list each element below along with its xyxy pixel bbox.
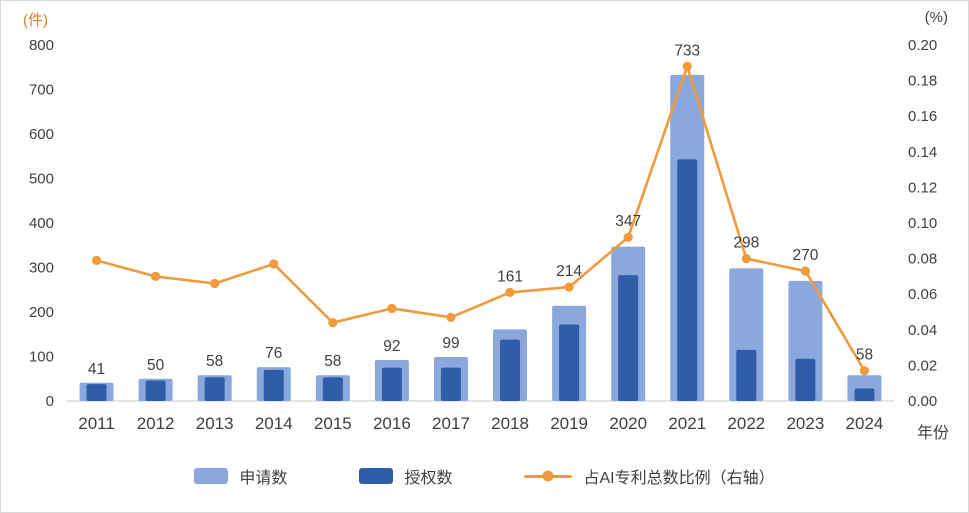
ratio-line [95,65,866,373]
left-axis-tick: 500 [29,171,54,188]
x-axis-tick-year: 2017 [432,414,470,433]
grants-bar[interactable] [795,358,816,401]
x-axis-tick-year: 2012 [137,414,175,433]
x-axis-tick-year: 2013 [196,414,234,433]
right-axis-tick: 0.04 [908,322,937,339]
right-axis-tick: 0.10 [908,215,937,232]
x-axis-tick-year: 2014 [255,414,293,433]
grants-bar[interactable] [381,367,402,401]
bar-value-label: 76 [265,345,282,362]
right-axis-tick: 0.02 [908,357,937,374]
bar-value-label: 58 [206,353,223,370]
grants-bar[interactable] [440,367,461,401]
left-axis-tick: 200 [29,304,54,321]
right-axis-tick: 0.18 [908,73,937,90]
bar-value-label: 270 [792,247,818,264]
x-axis-tick-year: 2011 [78,414,115,433]
right-axis-tick: 0.20 [908,37,937,54]
left-axis-tick: 700 [29,82,54,99]
bar-value-label: 733 [674,42,700,59]
left-axis-tick: 0 [46,393,54,410]
x-axis-tick-year: 2015 [314,414,352,433]
x-axis-tick-year: 2022 [727,414,765,433]
legend-label-applications: 申请数 [239,470,288,487]
grants-bar[interactable] [854,388,875,401]
grants-bar[interactable] [204,377,225,401]
ratio-line-marker[interactable] [741,254,751,264]
x-axis-tick-year: 2018 [491,414,529,433]
bar-value-label: 58 [324,353,341,370]
legend-item-ratio[interactable]: 占AI专利总数比例（右轴） [524,464,775,488]
ratio-marker-dot [542,470,554,482]
left-axis-tick: 600 [29,126,54,143]
left-axis-tick: 300 [29,260,54,277]
chart-plot-area: 0 100 200 300 400 500 600 700 800 0.00 0.02 0.04 0.0… [29,37,937,433]
x-axis-tick-year: 2016 [373,414,411,433]
legend-label-ratio: 占AI专利总数比例（右轴） [583,470,775,487]
ratio-line-marker[interactable] [91,255,102,265]
x-axis-tick-year: 2020 [609,414,647,433]
ratio-line-marker[interactable] [564,282,574,292]
right-axis-tick: 0.06 [908,286,937,303]
right-axis-unit-label: (%) [924,9,948,26]
ratio-line-marker[interactable] [682,61,692,71]
ratio-line-marker[interactable] [505,287,515,298]
ratio-line-marker[interactable] [623,232,633,242]
ratio-line-marker[interactable] [269,259,279,269]
bar-value-label: 50 [147,357,165,374]
grants-bar[interactable] [263,369,284,401]
ratio-line-marker[interactable] [446,312,456,322]
ratio-line-marker[interactable] [328,318,338,328]
ratio-line-marker[interactable] [387,303,397,314]
right-axis-tick: 0.14 [908,144,937,161]
grants-bar[interactable] [500,339,521,401]
x-axis-tick-year: 2024 [846,414,884,433]
ratio-line-marker[interactable] [151,271,161,281]
legend-item-applications[interactable]: 申请数 [194,464,287,488]
ratio-line-marker[interactable] [210,278,220,289]
legend: 申请数 授权数 占AI专利总数比例（右轴） [1,464,968,488]
bar-value-label: 347 [615,213,641,230]
x-axis-tick-year: 2019 [550,414,588,433]
legend-label-grants: 授权数 [404,470,453,487]
left-axis-unit-label: (件) [23,12,48,29]
grants-bar[interactable] [145,380,166,401]
legend-item-grants[interactable]: 授权数 [359,464,452,488]
right-axis-tick: 0.12 [908,179,937,196]
grants-bar[interactable] [736,349,757,401]
left-axis-tick: 800 [29,37,54,54]
grants-bar[interactable] [677,159,698,401]
right-axis-tick: 0.16 [908,108,937,125]
bar-value-label: 92 [383,338,400,355]
bar-value-label: 298 [733,235,759,252]
applications-swatch [194,468,229,484]
grants-swatch [359,468,394,484]
grants-bar[interactable] [618,275,639,401]
grants-bar[interactable] [322,377,343,401]
left-axis-tick: 100 [29,349,54,366]
bar-value-label: 58 [856,347,873,364]
x-axis-title: 年份 [917,425,950,442]
ratio-line-marker[interactable] [859,366,870,376]
left-axis-tick: 400 [29,215,54,232]
right-axis-tick: 0.00 [908,393,937,410]
bar-value-label: 161 [497,268,523,285]
grants-bar[interactable] [559,324,580,401]
x-axis-tick-year: 2023 [786,414,824,433]
ratio-line-marker[interactable] [800,266,810,276]
bar-value-label: 214 [556,263,582,280]
right-axis-tick: 0.08 [908,251,937,268]
bar-value-label: 41 [88,361,105,378]
grants-bar[interactable] [86,384,107,401]
bar-value-label: 99 [442,335,459,352]
ratio-line-swatch [524,470,573,482]
x-axis-tick-year: 2021 [668,414,706,433]
